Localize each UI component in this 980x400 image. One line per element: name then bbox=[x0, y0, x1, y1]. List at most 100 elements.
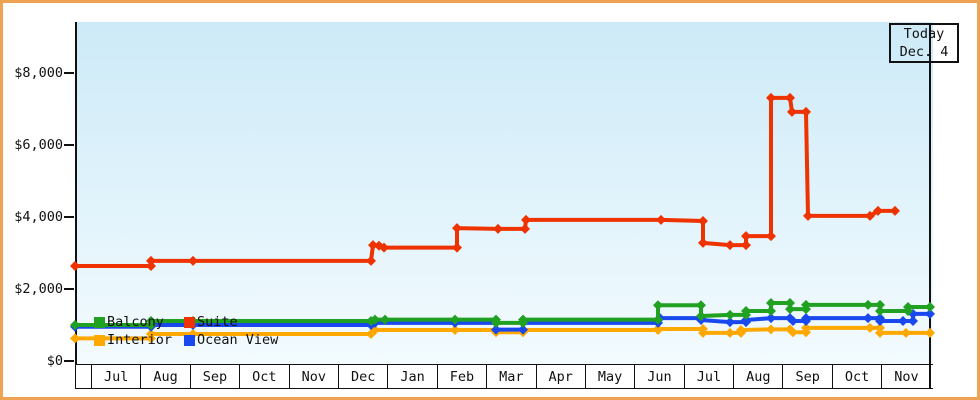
month-label: Sep bbox=[189, 365, 239, 388]
series-marker bbox=[785, 298, 795, 309]
legend-label: Suite bbox=[197, 314, 238, 330]
series-marker bbox=[785, 92, 795, 103]
y-axis-label: $8,000 bbox=[14, 65, 63, 81]
series-marker bbox=[901, 327, 911, 338]
series-marker bbox=[865, 210, 875, 221]
series-marker bbox=[766, 313, 776, 324]
series-marker bbox=[898, 316, 908, 327]
series-marker bbox=[875, 299, 885, 310]
legend-swatch-icon bbox=[94, 316, 105, 328]
month-label: Apr bbox=[535, 365, 585, 388]
x-axis-month-band: Jul Aug Sep Oct Nov Dec Jan Feb Mar Apr May Jun Jul A… bbox=[75, 364, 933, 389]
legend-label: Ocean View bbox=[197, 332, 279, 348]
series-marker bbox=[521, 214, 531, 225]
series-marker bbox=[801, 313, 811, 324]
series-marker bbox=[925, 302, 935, 312]
y-axis-label: $6,000 bbox=[14, 137, 63, 153]
series-marker bbox=[70, 320, 80, 330]
series-marker bbox=[741, 240, 751, 251]
month-label: Sep bbox=[782, 365, 831, 388]
series-marker bbox=[450, 314, 460, 325]
series-marker bbox=[725, 317, 735, 328]
month-label: Jul bbox=[683, 365, 733, 388]
series-marker bbox=[493, 223, 503, 234]
y-axis-label: $4,000 bbox=[14, 209, 63, 225]
series-marker bbox=[741, 305, 751, 316]
series-marker bbox=[146, 260, 156, 271]
series-marker bbox=[450, 325, 460, 336]
series-marker bbox=[698, 215, 708, 226]
series-marker bbox=[736, 325, 746, 336]
series-marker bbox=[491, 324, 501, 335]
series-marker bbox=[801, 322, 811, 333]
series-marker bbox=[379, 242, 389, 253]
month-label: Feb bbox=[436, 365, 486, 388]
month-label: Oct bbox=[831, 365, 881, 388]
month-cell-empty bbox=[75, 365, 91, 388]
series-marker bbox=[725, 327, 735, 338]
month-label: Jun bbox=[634, 365, 683, 388]
series-marker bbox=[903, 302, 913, 312]
legend-label: Balcony bbox=[107, 314, 164, 330]
series-marker bbox=[698, 237, 708, 248]
today-marker-line bbox=[929, 25, 931, 388]
series-marker bbox=[656, 214, 666, 225]
y-axis-label: $0 bbox=[46, 353, 63, 369]
series-marker bbox=[368, 240, 378, 251]
series-marker bbox=[70, 260, 80, 271]
series-marker bbox=[653, 314, 663, 325]
month-label: Aug bbox=[733, 365, 782, 388]
y-axis-tick bbox=[64, 216, 74, 218]
today-box: Today Dec. 4 bbox=[889, 23, 959, 63]
legend-swatch-icon bbox=[184, 334, 195, 346]
month-label: May bbox=[584, 365, 634, 388]
series-marker bbox=[873, 205, 883, 216]
legend-item-balcony: Balcony bbox=[94, 315, 164, 329]
series-marker bbox=[146, 255, 156, 266]
series-marker bbox=[787, 106, 797, 117]
series-marker bbox=[788, 327, 798, 338]
series-marker bbox=[653, 300, 663, 311]
series-marker bbox=[766, 298, 776, 309]
series-marker bbox=[146, 316, 156, 327]
series-marker bbox=[908, 316, 918, 327]
series-marker bbox=[518, 324, 528, 335]
month-label: Nov bbox=[881, 365, 930, 388]
series-marker bbox=[925, 327, 935, 338]
legend-swatch-icon bbox=[184, 316, 195, 328]
month-label: Dec bbox=[337, 365, 387, 388]
today-box-title: Today bbox=[903, 26, 945, 42]
series-marker bbox=[725, 240, 735, 251]
series-marker bbox=[188, 255, 198, 266]
month-label: Mar bbox=[486, 365, 535, 388]
series-marker bbox=[766, 324, 776, 335]
series-marker bbox=[653, 323, 663, 334]
series-marker bbox=[875, 316, 885, 327]
series-marker bbox=[452, 242, 462, 253]
series-marker bbox=[696, 300, 706, 311]
series-marker bbox=[875, 322, 885, 333]
series-marker bbox=[766, 305, 776, 316]
legend-item-suite: Suite bbox=[184, 315, 238, 329]
series-marker bbox=[741, 314, 751, 325]
series-marker bbox=[801, 299, 811, 310]
price-series-plot bbox=[70, 92, 935, 344]
month-label: Jan bbox=[387, 365, 436, 388]
y-axis-tick bbox=[64, 144, 74, 146]
series-marker bbox=[518, 314, 528, 325]
series-marker bbox=[725, 309, 735, 320]
legend-item-ocean-view: Ocean View bbox=[184, 333, 278, 347]
y-axis-label: $2,000 bbox=[14, 281, 63, 297]
month-label: Oct bbox=[239, 365, 288, 388]
legend-label: Interior bbox=[107, 332, 173, 348]
series-marker bbox=[520, 223, 530, 234]
today-box-date: Dec. 4 bbox=[899, 44, 949, 60]
legend-item-interior: Interior bbox=[94, 333, 172, 347]
series-marker bbox=[890, 205, 900, 216]
series-marker bbox=[766, 231, 776, 242]
month-label: Aug bbox=[140, 365, 189, 388]
series-marker bbox=[696, 311, 706, 321]
series-marker bbox=[380, 314, 390, 325]
series-marker bbox=[875, 305, 885, 316]
